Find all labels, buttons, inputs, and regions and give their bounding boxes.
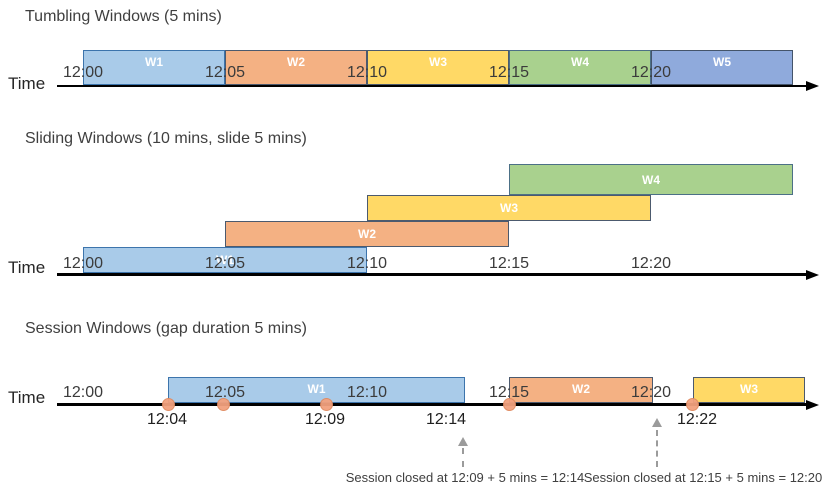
tumbling-time-axis-label: Time bbox=[8, 74, 46, 93]
sliding-axis-tick-label: 12:20 bbox=[630, 255, 672, 272]
session-event-dot bbox=[216, 398, 230, 411]
session-axis-tick-label: 12:05 bbox=[204, 384, 246, 401]
session-event-dot bbox=[319, 398, 333, 411]
tumbling-time-axis-arrowhead bbox=[806, 81, 819, 91]
session-axis-tick-label: 12:10 bbox=[346, 384, 388, 401]
session-window-label-W1: W1 bbox=[307, 382, 326, 396]
tumbling-window-label-W3: W3 bbox=[429, 55, 447, 69]
tumbling-window-label-W1: W1 bbox=[145, 55, 163, 69]
tumbling-window-box-W3 bbox=[367, 50, 509, 85]
tumbling-axis-tick-label: 12:10 bbox=[346, 64, 388, 81]
sliding-axis-tick-label: 12:15 bbox=[488, 255, 530, 272]
session-event-time-label: 12:14 bbox=[425, 411, 467, 428]
tumbling-section-title: Tumbling Windows (5 mins) bbox=[25, 8, 222, 25]
sliding-section-title: Sliding Windows (10 mins, slide 5 mins) bbox=[25, 130, 307, 147]
tumbling-axis-tick-label: 12:15 bbox=[488, 64, 530, 81]
session-event-time-label: 12:09 bbox=[304, 411, 346, 428]
sliding-axis-tick-label: 12:00 bbox=[62, 255, 104, 272]
session-window-label-W3: W3 bbox=[740, 382, 758, 396]
session-session-closed-annotation: Session closed at 12:09 + 5 mins = 12:14 bbox=[345, 470, 585, 485]
tumbling-window-label-W4: W4 bbox=[571, 55, 589, 69]
sliding-window-box-W1 bbox=[83, 247, 367, 273]
session-window-label-W2: W2 bbox=[572, 382, 590, 396]
tumbling-window-box-W5 bbox=[651, 50, 793, 85]
tumbling-window-box-W4 bbox=[509, 50, 651, 85]
tumbling-window-label-W2: W2 bbox=[287, 55, 305, 69]
session-event-time-label: 12:04 bbox=[146, 411, 188, 428]
session-event-dot bbox=[685, 398, 699, 411]
session-axis-tick-label: 12:15 bbox=[488, 384, 530, 401]
sliding-window-label-W1: W1 bbox=[216, 253, 234, 267]
session-event-dot bbox=[502, 398, 516, 411]
sliding-time-axis-arrowhead bbox=[806, 269, 819, 280]
session-time-axis-line bbox=[57, 403, 806, 406]
sliding-axis-tick-label: 12:10 bbox=[346, 255, 388, 272]
tumbling-time-axis-line bbox=[57, 85, 806, 87]
sliding-time-axis-label: Time bbox=[8, 258, 46, 277]
tumbling-window-box-W2 bbox=[225, 50, 367, 85]
session-dashed-arrow-line bbox=[656, 430, 658, 467]
sliding-window-label-W2: W2 bbox=[358, 227, 376, 241]
session-event-dot bbox=[161, 398, 175, 411]
session-window-box-W3 bbox=[693, 377, 805, 403]
tumbling-axis-tick-label: 12:20 bbox=[630, 64, 672, 81]
session-section-title: Session Windows (gap duration 5 mins) bbox=[25, 320, 307, 337]
sliding-window-label-W4: W4 bbox=[642, 172, 660, 187]
session-dashed-arrow-head bbox=[652, 418, 662, 427]
tumbling-axis-tick-label: 12:00 bbox=[62, 64, 104, 81]
sliding-time-axis-line bbox=[57, 273, 806, 276]
session-dashed-arrow-line bbox=[462, 448, 464, 467]
session-window-box-W2 bbox=[509, 377, 653, 403]
session-window-box-W1 bbox=[168, 377, 465, 403]
session-time-axis-label: Time bbox=[8, 388, 46, 407]
tumbling-window-box-W1 bbox=[83, 50, 225, 85]
session-axis-tick-label: 12:20 bbox=[630, 384, 672, 401]
session-session-closed-annotation: Session closed at 12:15 + 5 mins = 12:20 bbox=[583, 470, 823, 485]
session-dashed-arrow-head bbox=[458, 437, 468, 446]
session-event-time-label: 12:22 bbox=[676, 411, 718, 428]
sliding-window-box-W2 bbox=[225, 221, 509, 247]
sliding-axis-tick-label: 12:05 bbox=[204, 255, 246, 272]
tumbling-axis-tick-label: 12:05 bbox=[204, 64, 246, 81]
tumbling-window-label-W5: W5 bbox=[713, 55, 731, 69]
sliding-window-box-W4 bbox=[509, 164, 793, 195]
sliding-window-box-W3 bbox=[367, 195, 651, 221]
session-time-axis-arrowhead bbox=[806, 399, 819, 410]
session-axis-tick-label: 12:00 bbox=[62, 384, 104, 401]
sliding-window-label-W3: W3 bbox=[500, 201, 518, 215]
